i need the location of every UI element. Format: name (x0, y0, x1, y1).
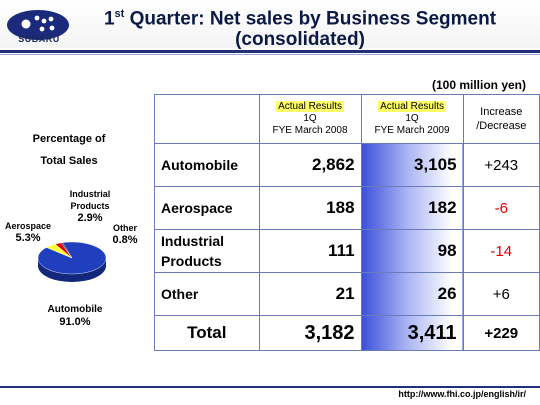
page-title: 1st Quarter: Net sales by Business Segme… (103, 8, 497, 51)
segment-name: Other (154, 272, 260, 316)
header-divider-thin (0, 54, 540, 55)
pie-chart: Industrial Products 2.9% Other 0.8% Aero… (0, 180, 160, 330)
footer-divider (0, 386, 540, 388)
table-header-row: Actual Results 1Q FYE March 2008 Actual … (154, 94, 540, 144)
total-change: +229 (462, 315, 540, 351)
col-header-fy2009: Actual Results 1Q FYE March 2009 (360, 94, 464, 144)
subaru-logo-icon (7, 10, 69, 40)
pie-slice-other (60, 242, 73, 259)
total-label: Total (154, 315, 260, 351)
header-blank (154, 94, 260, 144)
table-row: Aerospace 188 182 -6 (154, 186, 540, 230)
header-bar: SUBARU 1st Quarter: Net sales by Busines… (0, 0, 540, 51)
pie-label-other: Other 0.8% (112, 223, 138, 246)
total-fy2008: 3,182 (258, 315, 362, 351)
segment-name: Industrial Products (154, 229, 260, 273)
pie-label-industrial: Industrial Products 2.9% (69, 189, 111, 224)
value-fy2009: 182 (360, 186, 464, 230)
value-change: -14 (462, 229, 540, 273)
value-fy2008: 2,862 (258, 143, 362, 187)
value-fy2009: 3,105 (360, 143, 464, 187)
unit-label: (100 million yen) (431, 78, 526, 92)
col-header-fy2008: Actual Results 1Q FYE March 2008 (258, 94, 362, 144)
table-row: Automobile 2,862 3,105 +243 (154, 143, 540, 187)
pie-label-aerospace: Aerospace 5.3% (4, 221, 52, 244)
table-total-row: Total 3,182 3,411 +229 (154, 315, 540, 351)
col-header-change: Increase /Decrease (462, 94, 540, 144)
value-change: +243 (462, 143, 540, 187)
value-fy2009: 26 (360, 272, 464, 316)
pie-chart-svg (37, 241, 107, 282)
total-fy2009: 3,411 (360, 315, 464, 351)
pie-side-wall (38, 258, 106, 282)
value-fy2008: 188 (258, 186, 362, 230)
footer-url: http://www.fhi.co.jp/english/ir/ (398, 389, 526, 399)
table-row: Other 21 26 +6 (154, 272, 540, 316)
header-divider (0, 50, 540, 53)
segment-name: Automobile (154, 143, 260, 187)
segment-name: Aerospace (154, 186, 260, 230)
value-change: +6 (462, 272, 540, 316)
value-change: -6 (462, 186, 540, 230)
sales-table: Actual Results 1Q FYE March 2008 Actual … (154, 94, 540, 351)
value-fy2008: 111 (258, 229, 362, 273)
value-fy2008: 21 (258, 272, 362, 316)
value-fy2009: 98 (360, 229, 464, 273)
pie-label-automobile: Automobile 91.0% (47, 304, 103, 328)
table-row: Industrial Products 111 98 -14 (154, 229, 540, 273)
brand-name: SUBARU (18, 34, 60, 44)
pie-title: Percentage of Total Sales (32, 133, 106, 167)
